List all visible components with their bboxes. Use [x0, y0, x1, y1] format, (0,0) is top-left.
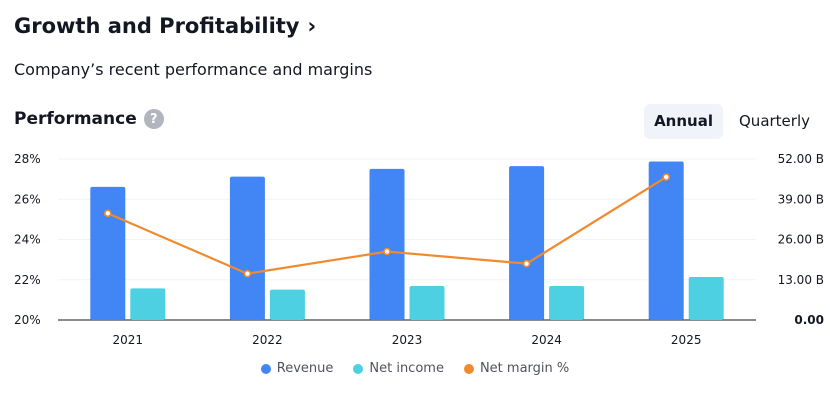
grid-lines — [58, 158, 756, 321]
net-margin-point — [243, 269, 252, 278]
legend-dot-net-income — [353, 363, 364, 374]
revenue-bar — [90, 186, 126, 320]
net-margin-point — [522, 259, 531, 268]
net-income-bar — [688, 276, 724, 320]
section-title-link[interactable]: Growth and Profitability › — [14, 14, 316, 38]
bars — [90, 161, 724, 320]
revenue-bar — [648, 161, 684, 320]
legend-label-revenue: Revenue — [276, 361, 334, 376]
right-axis-tick-label: 39.00 B — [778, 192, 824, 206]
performance-chart: 28% 26% 24% 22% 20% 52.00 B 39.00 B 26.00 B 13.… — [14, 152, 824, 347]
x-axis-tick-label: 2021 — [113, 333, 144, 347]
period-tabs: Annual Quarterly — [644, 104, 820, 139]
legend-dot-revenue — [260, 363, 271, 374]
section-subtitle: Company’s recent performance and margins — [14, 60, 373, 79]
net-income-bar — [409, 285, 445, 320]
help-icon[interactable]: ? — [143, 109, 164, 129]
x-axis-tick-label: 2023 — [392, 333, 423, 347]
right-axis-tick-label: 0.00 — [794, 313, 824, 327]
chevron-right-icon: › — [307, 14, 317, 38]
right-axis-ticks: 52.00 B 39.00 B 26.00 B 13.00 B 0.00 — [778, 152, 824, 327]
performance-heading-row: Performance ? — [14, 109, 164, 129]
x-axis-tick-label: 2022 — [252, 333, 283, 347]
x-axis-tick-label: 2024 — [531, 333, 562, 347]
net-margin-point — [104, 209, 112, 218]
right-axis-tick-label: 52.00 B — [778, 152, 824, 166]
right-axis-tick-label: 13.00 B — [778, 273, 824, 287]
net-income-bar — [549, 285, 585, 320]
section-title: Growth and Profitability — [14, 14, 300, 38]
net-income-bar — [130, 288, 166, 320]
legend-dot-net-margin — [463, 363, 474, 374]
net-margin-line — [104, 173, 671, 278]
chart-legend: Revenue Net income Net margin % — [0, 361, 830, 376]
net-margin-point — [383, 247, 391, 256]
left-axis-tick-label: 20% — [14, 313, 41, 327]
legend-item-revenue[interactable]: Revenue — [260, 361, 334, 376]
left-axis-tick-label: 28% — [14, 152, 41, 166]
performance-heading: Performance — [14, 109, 137, 129]
revenue-bar — [509, 166, 545, 320]
left-axis-tick-label: 24% — [14, 233, 41, 247]
tab-quarterly[interactable]: Quarterly — [739, 112, 810, 130]
legend-label-net-margin: Net margin % — [479, 361, 570, 376]
left-axis-tick-label: 26% — [14, 192, 41, 206]
legend-item-net-margin[interactable]: Net margin % — [463, 361, 570, 376]
net-income-bar — [269, 289, 305, 320]
revenue-bar — [229, 176, 265, 320]
left-axis-tick-label: 22% — [14, 273, 41, 287]
left-axis-ticks: 28% 26% 24% 22% 20% — [14, 152, 41, 327]
revenue-bar — [369, 168, 405, 320]
right-axis-tick-label: 26.00 B — [778, 233, 824, 247]
x-axis-ticks: 2021 2022 2023 2024 2025 — [113, 333, 702, 347]
net-margin-point — [662, 173, 671, 181]
legend-label-net-income: Net income — [369, 361, 444, 376]
x-axis-tick-label: 2025 — [671, 333, 702, 347]
tab-annual[interactable]: Annual — [644, 104, 723, 139]
legend-item-net-income[interactable]: Net income — [353, 361, 444, 376]
